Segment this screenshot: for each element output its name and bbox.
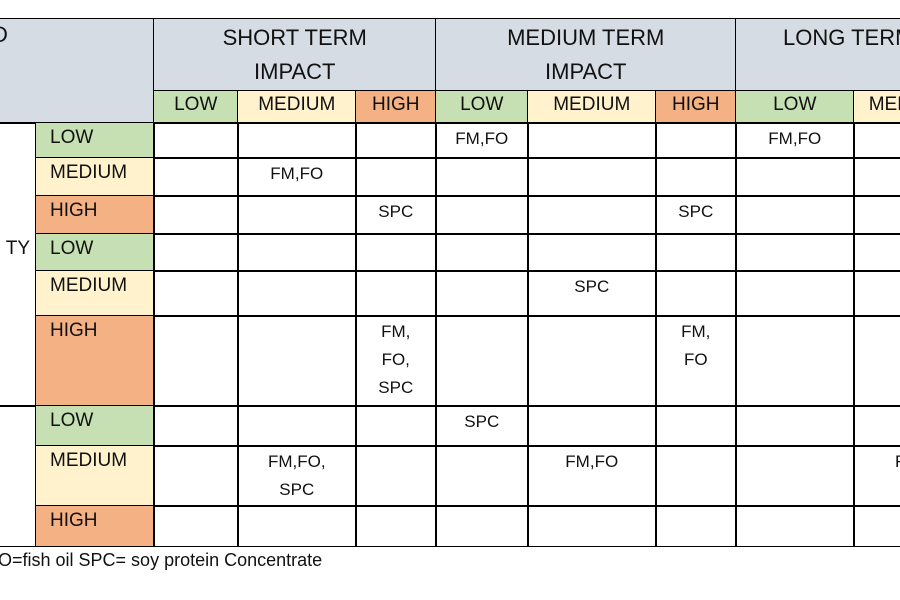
data-cell: FM, FO — [655, 315, 737, 407]
empty-cell — [527, 505, 657, 547]
row-level: MEDIUM — [35, 157, 155, 197]
empty-cell — [735, 405, 855, 447]
empty-cell — [435, 270, 529, 317]
empty-cell — [355, 122, 437, 159]
level-header: MEDIUM — [527, 90, 657, 124]
data-cell: FM,FO — [435, 122, 529, 159]
empty-cell — [735, 505, 855, 547]
empty-cell — [735, 233, 855, 272]
data-cell: FM,FO, SPC — [237, 445, 357, 507]
data-cell: S — [853, 157, 900, 197]
group-header: SHORT TERM IMPACT — [153, 18, 437, 92]
row-level: MEDIUM — [35, 445, 155, 507]
level-header: MEDIUM — [853, 90, 900, 124]
empty-cell — [355, 445, 437, 507]
empty-cell — [435, 233, 529, 272]
empty-cell — [735, 315, 855, 407]
level-header: LOW — [153, 90, 239, 124]
empty-cell — [655, 270, 737, 317]
empty-cell — [153, 233, 239, 272]
empty-cell — [655, 445, 737, 507]
empty-cell — [655, 157, 737, 197]
empty-cell — [237, 270, 357, 317]
row-level: HIGH — [35, 315, 155, 407]
row-level: LOW — [35, 233, 155, 272]
empty-cell — [355, 233, 437, 272]
empty-cell — [355, 157, 437, 197]
empty-cell — [435, 315, 529, 407]
group-header: LONG TERM — [735, 18, 900, 92]
corner-text: D — [0, 22, 8, 48]
empty-cell — [527, 405, 657, 447]
row-level: LOW — [35, 122, 155, 159]
footer-note: O=fish oil SPC= soy protein Concentrate — [0, 550, 323, 570]
level-header: MEDIUM — [237, 90, 357, 124]
empty-cell — [435, 505, 529, 547]
empty-cell — [853, 122, 900, 159]
data-cell: S — [853, 270, 900, 317]
level-header: LOW — [435, 90, 529, 124]
corner-cell — [0, 18, 155, 124]
empty-cell — [735, 157, 855, 197]
row-level: HIGH — [35, 505, 155, 547]
group-header: MEDIUM TERM IMPACT — [435, 18, 737, 92]
empty-cell — [735, 270, 855, 317]
side-block — [0, 122, 37, 407]
empty-cell — [527, 315, 657, 407]
empty-cell — [153, 270, 239, 317]
empty-cell — [435, 445, 529, 507]
empty-cell — [853, 195, 900, 235]
data-cell: SPC — [435, 405, 529, 447]
row-level: MEDIUM — [35, 270, 155, 317]
empty-cell — [237, 122, 357, 159]
empty-cell — [153, 505, 239, 547]
empty-cell — [853, 505, 900, 547]
data-cell: SPC — [655, 195, 737, 235]
empty-cell — [853, 315, 900, 407]
empty-cell — [527, 233, 657, 272]
level-header: LOW — [735, 90, 855, 124]
empty-cell — [237, 315, 357, 407]
empty-cell — [153, 157, 239, 197]
level-header: HIGH — [655, 90, 737, 124]
empty-cell — [527, 157, 657, 197]
data-cell: FM,FO — [735, 122, 855, 159]
data-cell: SPC — [355, 195, 437, 235]
empty-cell — [655, 233, 737, 272]
row-level: HIGH — [35, 195, 155, 235]
empty-cell — [853, 233, 900, 272]
data-cell: SPC — [527, 270, 657, 317]
data-cell: FM, FO, SPC — [355, 315, 437, 407]
empty-cell — [153, 122, 239, 159]
empty-cell — [527, 195, 657, 235]
empty-cell — [355, 505, 437, 547]
empty-cell — [153, 405, 239, 447]
empty-cell — [355, 405, 437, 447]
row-level: LOW — [35, 405, 155, 447]
empty-cell — [237, 405, 357, 447]
data-cell: FM S — [853, 445, 900, 507]
empty-cell — [153, 445, 239, 507]
empty-cell — [735, 445, 855, 507]
side-label: TY — [5, 238, 30, 259]
side-block — [0, 405, 37, 547]
level-header: HIGH — [355, 90, 437, 124]
data-cell: FM,FO — [237, 157, 357, 197]
empty-cell — [435, 195, 529, 235]
empty-cell — [655, 122, 737, 159]
empty-cell — [355, 270, 437, 317]
empty-cell — [435, 157, 529, 197]
empty-cell — [853, 405, 900, 447]
empty-cell — [735, 195, 855, 235]
empty-cell — [153, 315, 239, 407]
empty-cell — [153, 195, 239, 235]
empty-cell — [237, 233, 357, 272]
empty-cell — [237, 195, 357, 235]
empty-cell — [237, 505, 357, 547]
empty-cell — [655, 505, 737, 547]
empty-cell — [655, 405, 737, 447]
empty-cell — [527, 122, 657, 159]
data-cell: FM,FO — [527, 445, 657, 507]
